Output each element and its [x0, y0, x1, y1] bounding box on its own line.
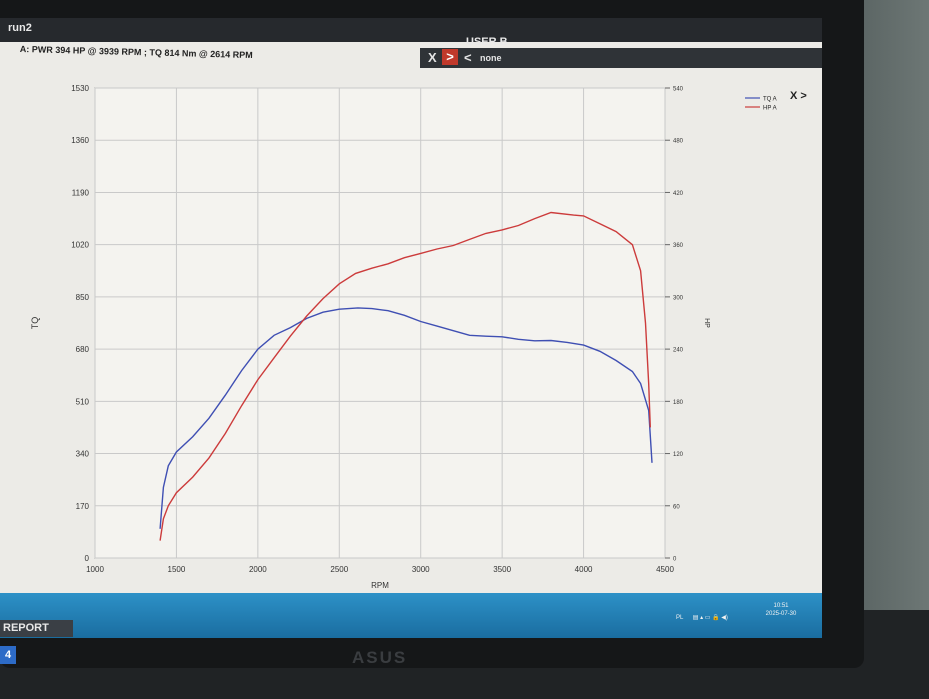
dyno-chart: 1000 1500 2000 2500 3000 3500 4000 450001703405…	[30, 84, 777, 590]
y-axis-label: TQ	[30, 317, 40, 330]
series-line-tq-a	[159, 307, 653, 529]
clock-time[interactable]: 10:51	[773, 603, 789, 609]
y-tick-label: 510	[76, 397, 90, 406]
x-tick-label: 3000	[412, 565, 430, 574]
y2-axis-label: HP	[703, 318, 710, 328]
next-run-button[interactable]: >	[442, 49, 458, 65]
y2-tick-label: 240	[673, 348, 684, 354]
x-tick-label: 4500	[656, 565, 674, 574]
y2-tick-label: 420	[673, 191, 684, 197]
y2-tick-label: 480	[673, 139, 684, 145]
y2-tick-label: 0	[673, 557, 677, 563]
compare-toolbar: X > < none	[420, 48, 822, 68]
y-tick-label: 0	[85, 554, 90, 563]
y2-tick-label: 360	[673, 243, 684, 249]
series-line-hp-a	[159, 211, 651, 541]
compare-selection: none	[480, 53, 502, 63]
y-tick-label: 1530	[71, 84, 89, 93]
y-tick-label: 680	[76, 345, 90, 354]
y2-tick-label: 180	[673, 400, 684, 406]
close-compare-button[interactable]: X	[428, 50, 437, 65]
x-tick-label: 4000	[575, 565, 593, 574]
window-titlebar: run2 USER B	[0, 18, 822, 48]
y2-tick-label: 300	[673, 295, 684, 301]
app-badge[interactable]: 4	[0, 646, 16, 664]
user-label: USER B	[466, 36, 508, 48]
language-indicator[interactable]: PL	[676, 615, 684, 621]
legend-label: TQ A	[763, 97, 777, 103]
y-tick-label: 1190	[72, 188, 90, 197]
previous-run-button[interactable]: <	[464, 50, 472, 65]
y-tick-label: 1360	[71, 136, 89, 145]
system-tray: PL ▤ ▴ ▭ 🔒 ◀) 10:51 2025-07-30	[676, 603, 796, 621]
y-tick-label: 850	[76, 293, 90, 302]
window-title: run2	[8, 22, 32, 34]
monitor-screen: run2 USER B X > < none A: PWR 394 HP @ 3…	[0, 18, 822, 638]
y-tick-label: 170	[76, 502, 90, 511]
taskbar	[0, 593, 822, 638]
y-tick-label: 340	[76, 450, 90, 459]
plot-area	[94, 87, 666, 559]
x-tick-label: 1000	[86, 565, 104, 574]
x-tick-label: 2000	[249, 565, 267, 574]
clock-date[interactable]: 2025-07-30	[765, 611, 797, 617]
x-tick-label: 3500	[493, 565, 511, 574]
x-tick-label: 2500	[330, 565, 348, 574]
y2-tick-label: 120	[673, 452, 684, 458]
monitor-bezel: run2 USER B X > < none A: PWR 394 HP @ 3…	[0, 0, 864, 668]
chart-close-button[interactable]: X >	[790, 90, 807, 102]
y2-tick-label: 60	[673, 504, 680, 510]
x-axis-label: RPM	[371, 581, 389, 590]
monitor-logo: ASUS	[352, 648, 408, 667]
network-icon[interactable]: ▤ ▴ ▭ 🔒 ◀)	[692, 615, 728, 621]
y2-tick-label: 540	[673, 87, 684, 93]
x-tick-label: 1500	[168, 565, 186, 574]
report-button[interactable]: REPORT	[0, 620, 73, 637]
y-tick-label: 1020	[71, 241, 89, 250]
legend-label: HP A	[763, 106, 777, 112]
